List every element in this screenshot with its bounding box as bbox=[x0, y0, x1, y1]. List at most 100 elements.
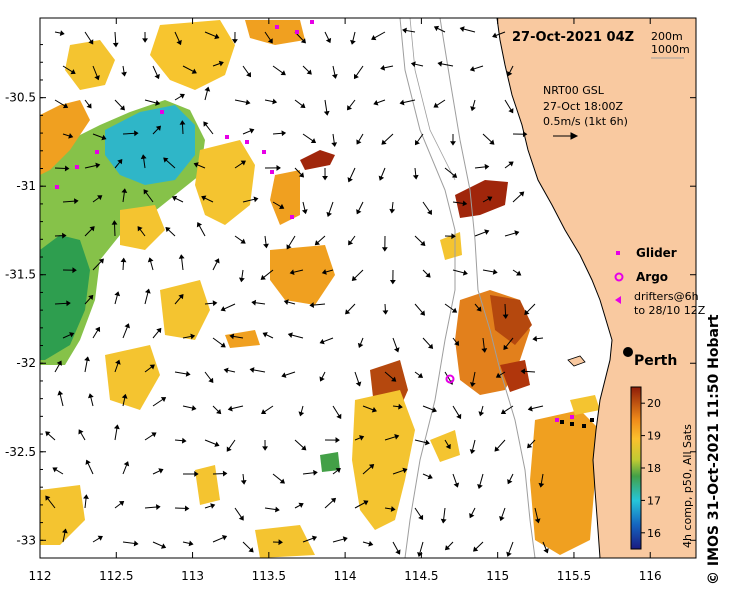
sst-patch-east-red bbox=[490, 295, 532, 345]
colorbar-tick-label: 17 bbox=[647, 494, 661, 507]
current-arrow-head bbox=[179, 120, 186, 125]
current-arrow-head bbox=[356, 139, 362, 145]
current-arrow-head bbox=[283, 299, 289, 305]
current-arrow-head bbox=[188, 540, 194, 547]
current-arrow-head bbox=[262, 446, 268, 451]
current-product: NRT00 GSL bbox=[543, 84, 605, 97]
current-arrow-head bbox=[451, 307, 458, 313]
x-axis-ticks: 112 112.5 113 113.5 114 114.5 115 115.5 116 bbox=[29, 18, 662, 583]
current-arrow-head bbox=[245, 99, 251, 106]
drifter-legend-line1: drifters@6h bbox=[634, 290, 699, 303]
current-arrow-head bbox=[144, 288, 151, 294]
current-arrow-head bbox=[322, 176, 328, 181]
current-arrow-head bbox=[450, 141, 456, 146]
current-arrow-head bbox=[155, 125, 162, 131]
current-arrow-head bbox=[249, 128, 255, 134]
current-arrow-head bbox=[227, 405, 233, 412]
current-arrow-head bbox=[251, 299, 257, 306]
current-arrow-head bbox=[380, 64, 386, 71]
current-arrow-head bbox=[494, 446, 500, 452]
current-arrow-head bbox=[140, 154, 147, 160]
current-arrow-head bbox=[212, 300, 218, 307]
current-arrow-head bbox=[330, 497, 337, 503]
current-arrow-head bbox=[154, 73, 160, 80]
sst-patch-bottom-center bbox=[195, 465, 220, 505]
current-arrow-head bbox=[119, 105, 125, 111]
current-arrow-head bbox=[534, 518, 541, 524]
current-arrow-head bbox=[456, 413, 462, 420]
current-arrow-head bbox=[306, 69, 312, 75]
current-arrow-head bbox=[73, 198, 79, 205]
current-arrow-head bbox=[147, 257, 154, 263]
y-tick-label: -32.5 bbox=[5, 445, 36, 459]
current-arrow-head bbox=[427, 343, 434, 349]
current-arrow-head bbox=[134, 130, 139, 137]
current-arrow-head bbox=[381, 139, 387, 145]
current-arrow-head bbox=[279, 478, 285, 484]
current-arrow-head bbox=[298, 172, 305, 178]
current-arrow-head bbox=[151, 432, 157, 438]
current-arrow-head bbox=[402, 27, 407, 34]
current-arrow-head bbox=[524, 309, 530, 315]
current-arrow-head bbox=[121, 393, 128, 399]
current-arrow-head bbox=[218, 60, 224, 67]
current-arrow-head bbox=[287, 332, 293, 339]
current-arrow-head bbox=[368, 540, 374, 547]
current-arrow-head bbox=[538, 482, 545, 488]
current-arrow-head bbox=[514, 230, 520, 236]
current-arrow-head bbox=[59, 30, 65, 36]
current-arrow-head bbox=[98, 258, 104, 264]
current-arrow-head bbox=[477, 484, 483, 490]
current-arrow-head bbox=[503, 344, 509, 350]
current-arrow-head bbox=[300, 102, 306, 108]
current-arrow-head bbox=[319, 376, 325, 382]
contour-deep bbox=[409, 18, 456, 181]
current-arrow-head bbox=[371, 35, 377, 41]
current-arrow-head bbox=[520, 368, 526, 375]
current-arrow-head bbox=[45, 431, 51, 437]
current-arrow-head bbox=[70, 69, 76, 75]
current-arrow-head bbox=[390, 506, 396, 512]
current-arrow-head bbox=[368, 464, 375, 470]
x-tick-label: 112.5 bbox=[99, 569, 133, 583]
current-arrow-head bbox=[221, 534, 228, 541]
city-label: Perth bbox=[634, 353, 677, 369]
current-arrow-head bbox=[160, 397, 167, 403]
current-arrow-head bbox=[272, 98, 278, 105]
current-arrow-head bbox=[121, 188, 128, 194]
current-arrow-head bbox=[451, 233, 456, 240]
current-arrow-head bbox=[389, 208, 396, 214]
current-arrow-head bbox=[223, 367, 229, 374]
current-arrow-head bbox=[378, 175, 385, 181]
colorbar-tick-label: 16 bbox=[647, 527, 661, 540]
current-arrow-head bbox=[279, 203, 285, 209]
current-arrow-head bbox=[246, 71, 252, 78]
current-arrow-head bbox=[427, 209, 432, 215]
current-arrow-head bbox=[248, 547, 254, 553]
current-arrow-head bbox=[314, 240, 321, 246]
colorbar-tick-label: 20 bbox=[647, 397, 661, 410]
current-arrow-head bbox=[532, 335, 538, 342]
current-arrow-head bbox=[335, 467, 341, 473]
current-arrow-head bbox=[185, 371, 191, 377]
current-arrow-head bbox=[499, 515, 505, 522]
current-arrow-head bbox=[238, 277, 245, 283]
current-arrow-head bbox=[191, 405, 197, 411]
glider-legend-label: Glider bbox=[636, 246, 677, 260]
current-arrow-head bbox=[156, 327, 162, 334]
current-arrow-head bbox=[453, 482, 460, 488]
current-arrow-head bbox=[417, 372, 424, 378]
current-arrow-head bbox=[444, 545, 451, 551]
current-arrow-head bbox=[72, 267, 77, 274]
current-arrow-head bbox=[357, 342, 364, 349]
current-arrow-head bbox=[143, 189, 149, 195]
current-arrow-head bbox=[342, 536, 348, 542]
rottnest-island bbox=[567, 355, 586, 367]
current-arrow-head bbox=[155, 504, 161, 510]
current-arrow-head bbox=[45, 495, 51, 501]
current-arrow-head bbox=[133, 540, 139, 547]
current-arrow-head bbox=[178, 294, 184, 300]
current-arrow-head bbox=[381, 247, 388, 252]
current-arrow-head bbox=[440, 518, 447, 524]
current-arrow-head bbox=[160, 543, 167, 549]
